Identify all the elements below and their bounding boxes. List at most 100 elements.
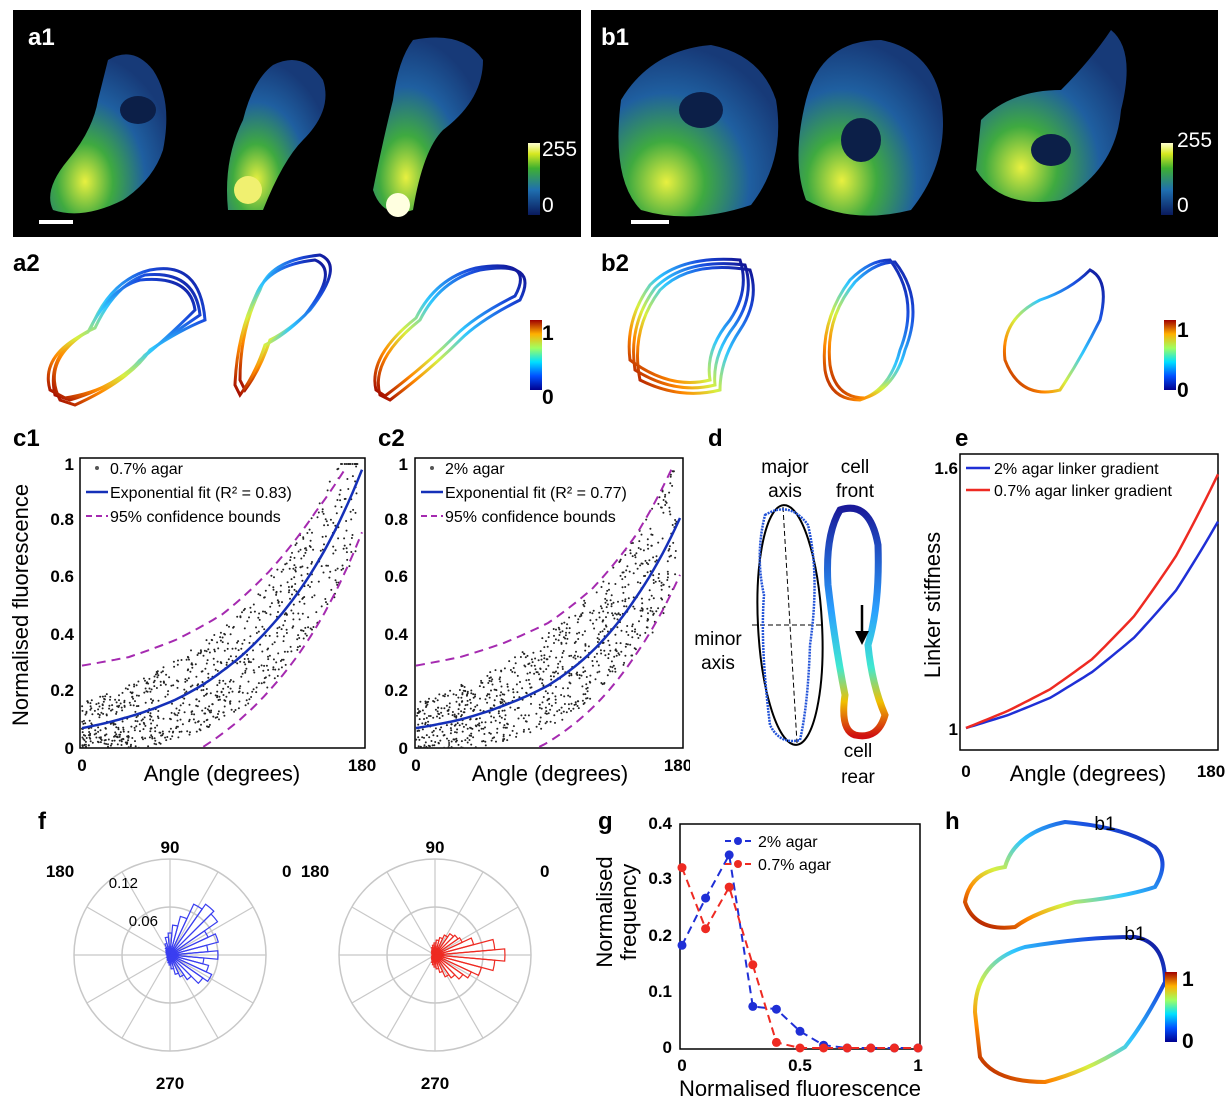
- g-xtick-0: 0: [677, 1056, 686, 1075]
- scatter-point: [89, 705, 92, 708]
- scatter-point: [446, 737, 448, 740]
- scatter-point: [648, 589, 651, 592]
- scatter-point: [661, 537, 664, 540]
- scatter-point: [443, 695, 446, 698]
- scatter-point: [284, 663, 287, 666]
- scatter-point: [560, 642, 563, 645]
- scatter-point: [515, 683, 518, 686]
- scatter-point: [568, 674, 571, 677]
- scatter-point: [612, 601, 615, 604]
- scatter-point: [495, 695, 498, 697]
- scatter-point: [187, 656, 190, 659]
- scatter-point: [278, 626, 281, 629]
- scatter-point: [142, 738, 144, 741]
- scatter-point: [121, 691, 124, 694]
- g-point: [677, 940, 687, 950]
- g-ytick-04: 0.4: [648, 814, 672, 833]
- scatter-point: [499, 680, 502, 683]
- scatter-point: [244, 671, 247, 674]
- scatter-point: [311, 628, 313, 631]
- scatter-point: [143, 716, 146, 719]
- scatter-point: [243, 661, 246, 664]
- scatter-point: [486, 693, 489, 696]
- scatter-point: [518, 696, 521, 699]
- scatter-point: [589, 674, 592, 677]
- scatter-point: [652, 582, 655, 584]
- scatter-point: [190, 713, 193, 716]
- scatter-point: [547, 632, 550, 634]
- scatter-point: [226, 647, 229, 650]
- scatter-point: [472, 696, 475, 699]
- scatter-point: [164, 695, 167, 698]
- scatter-point: [216, 641, 219, 644]
- scatter-point: [624, 554, 627, 556]
- c1-legend-data: 0.7% agar: [110, 461, 184, 478]
- scatter-point: [309, 539, 312, 542]
- scatter-point: [81, 720, 84, 723]
- scatter-point: [570, 673, 573, 675]
- scatter-point: [172, 684, 175, 687]
- scatter-point: [217, 710, 220, 713]
- scatter-point: [461, 684, 464, 687]
- scatter-point: [500, 698, 503, 701]
- scatter-point: [550, 704, 553, 707]
- scatter-point: [493, 699, 496, 702]
- scatter-point: [576, 621, 579, 624]
- scatter-point: [657, 607, 660, 610]
- scatter-point: [511, 729, 514, 732]
- scatter-point: [222, 687, 225, 690]
- scatter-point: [484, 740, 487, 743]
- scatter-point: [284, 563, 287, 566]
- c2-xlabel: Angle (degrees): [472, 761, 629, 786]
- scatter-point: [451, 711, 454, 713]
- scatter-point: [631, 625, 634, 628]
- scatter-point: [153, 679, 156, 682]
- scatter-point: [145, 682, 148, 685]
- scatter-point: [533, 672, 536, 675]
- scatter-point: [199, 649, 202, 652]
- scatter-point: [455, 715, 458, 718]
- scatter-point: [126, 742, 129, 745]
- scatter-point: [466, 703, 469, 706]
- scatter-point: [127, 739, 130, 742]
- c1-frame: [79, 457, 366, 749]
- scatter-point: [600, 607, 603, 610]
- scatter-point: [579, 656, 582, 659]
- scatter-point: [278, 604, 281, 607]
- scatter-point: [221, 636, 224, 639]
- scatter-point: [480, 679, 483, 682]
- scatter-point: [625, 569, 628, 572]
- scatter-point: [423, 746, 426, 749]
- scatter-point: [249, 611, 252, 614]
- scatter-point: [118, 735, 121, 738]
- scatter-point: [417, 729, 420, 732]
- scatter-point: [302, 630, 305, 632]
- scatter-point: [288, 567, 291, 570]
- scatter-point: [554, 698, 557, 701]
- scatter-point: [478, 685, 481, 688]
- scatter-point: [90, 722, 93, 725]
- scatter-point: [575, 672, 578, 675]
- f-left-270: 270: [156, 1074, 184, 1093]
- scatter-point: [154, 739, 157, 742]
- scatter-point: [447, 739, 450, 742]
- scatter-point: [584, 644, 587, 647]
- scatter-point: [499, 694, 502, 697]
- scatter-point: [334, 569, 337, 572]
- scatter-point: [628, 570, 631, 573]
- scatter-point: [417, 723, 420, 726]
- scatter-point: [252, 669, 255, 672]
- scatter-point: [176, 679, 178, 682]
- scatter-point: [577, 700, 580, 703]
- g-point: [748, 1001, 758, 1011]
- scatter-point: [652, 597, 655, 600]
- diagram-d: major axis minor axis cell front cell re…: [694, 457, 889, 788]
- scatter-point: [201, 681, 204, 683]
- scatter-point: [652, 612, 655, 615]
- scatter-point: [105, 743, 108, 745]
- scatter-point: [223, 705, 226, 708]
- scatter-point: [457, 743, 460, 746]
- scatter-point: [251, 690, 254, 693]
- scatter-point: [324, 598, 327, 600]
- scatter-point: [584, 693, 587, 696]
